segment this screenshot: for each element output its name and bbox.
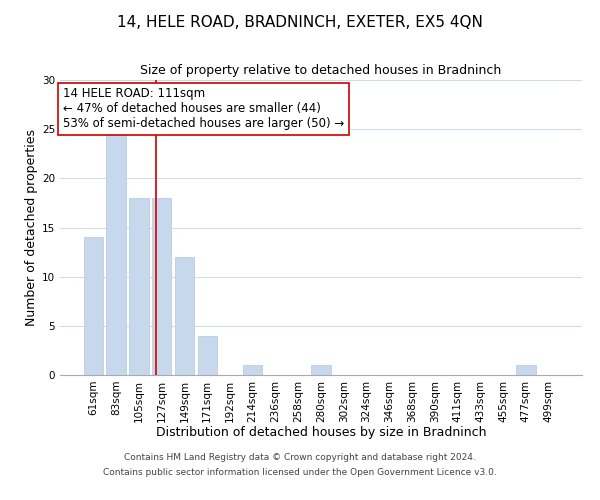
Text: 14 HELE ROAD: 111sqm
← 47% of detached houses are smaller (44)
53% of semi-detac: 14 HELE ROAD: 111sqm ← 47% of detached h…: [62, 88, 344, 130]
Bar: [175, 257, 194, 375]
Bar: [197, 336, 217, 375]
Text: Contains public sector information licensed under the Open Government Licence v3: Contains public sector information licen…: [103, 468, 497, 477]
Bar: [311, 365, 331, 375]
X-axis label: Distribution of detached houses by size in Bradninch: Distribution of detached houses by size …: [156, 426, 486, 439]
Title: Size of property relative to detached houses in Bradninch: Size of property relative to detached ho…: [140, 64, 502, 78]
Bar: [106, 129, 126, 375]
Bar: [152, 198, 172, 375]
Y-axis label: Number of detached properties: Number of detached properties: [25, 129, 38, 326]
Bar: [516, 365, 536, 375]
Bar: [243, 365, 262, 375]
Text: Contains HM Land Registry data © Crown copyright and database right 2024.: Contains HM Land Registry data © Crown c…: [124, 453, 476, 462]
Bar: [129, 198, 149, 375]
Text: 14, HELE ROAD, BRADNINCH, EXETER, EX5 4QN: 14, HELE ROAD, BRADNINCH, EXETER, EX5 4Q…: [117, 15, 483, 30]
Bar: [84, 238, 103, 375]
